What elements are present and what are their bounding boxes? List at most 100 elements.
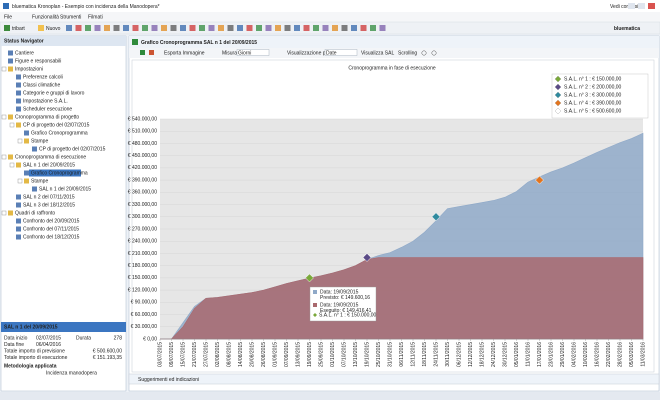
window-button[interactable] — [648, 3, 655, 9]
dropdown[interactable] — [236, 49, 270, 56]
brand-logo: bluematica — [614, 26, 640, 32]
tree-item[interactable]: Confronto del 07/11/2015 — [23, 226, 79, 232]
tree-item[interactable]: Quadri di raffronto — [15, 210, 55, 216]
toolbar-icon[interactable] — [294, 25, 300, 31]
legend-label: S.A.L. n° 3 : € 300.000,00 — [564, 92, 622, 98]
toolbar-icon[interactable] — [332, 25, 338, 31]
toolbar-icon[interactable] — [75, 25, 82, 31]
tree-item[interactable]: Categorie e gruppi di lavoro — [23, 90, 85, 96]
control-label[interactable]: Esporta Immagine — [164, 50, 205, 56]
tree-expander[interactable] — [1, 210, 7, 216]
toolbar-icon[interactable] — [151, 25, 158, 31]
toolbar-icon[interactable] — [104, 25, 110, 31]
menu-item[interactable]: Strumenti — [60, 14, 81, 20]
toolbar-icon[interactable] — [85, 25, 91, 31]
toolbar-icon[interactable] — [237, 25, 243, 31]
sal-marker[interactable] — [305, 273, 314, 283]
toolbar-icon[interactable] — [322, 25, 329, 31]
toolbar-icon[interactable] — [142, 25, 148, 31]
tree-item[interactable]: Cantiere — [15, 50, 34, 56]
tree-item[interactable]: Stampe — [31, 178, 48, 184]
legend-swatch — [554, 83, 562, 91]
toolbar-icon[interactable] — [94, 25, 101, 31]
tree-expander[interactable] — [1, 66, 7, 72]
dropdown[interactable] — [324, 49, 358, 56]
toolbar-icon[interactable] — [189, 25, 196, 31]
menu-item[interactable]: Funzionalità — [32, 14, 59, 20]
toolbar-icon[interactable] — [227, 25, 234, 31]
toolbar-icon[interactable] — [113, 25, 120, 31]
sal-marker[interactable] — [431, 212, 441, 222]
control-icon[interactable] — [140, 50, 145, 55]
toolbar-icon[interactable] — [313, 25, 319, 31]
tree-expander[interactable] — [9, 122, 15, 128]
zoom-button[interactable] — [431, 50, 437, 56]
toolbar-icon[interactable] — [170, 25, 177, 31]
toolbar-button[interactable]: Nuovo — [46, 26, 61, 32]
toolbar-icon[interactable] — [246, 25, 253, 31]
toolbar-icon[interactable] — [265, 25, 272, 31]
y-tick-label: € 540.000,00 — [128, 116, 157, 122]
tree-item[interactable]: SAL n 1 del 20/09/2015 — [39, 186, 91, 192]
control-label[interactable]: Visualizza SAL — [361, 50, 394, 56]
tree-item[interactable]: CP di progetto del 02/07/2015 — [23, 122, 90, 128]
toolbar-icon[interactable] — [161, 25, 167, 31]
tree-item[interactable]: Cronoprogramma di esecuzione — [15, 154, 86, 160]
toolbar-icon[interactable] — [303, 25, 310, 31]
tree-item[interactable]: Cronoprogramma di progetto — [15, 114, 79, 120]
toolbar-icon[interactable] — [199, 25, 205, 31]
tree-item[interactable]: SAL n 3 del 18/12/2015 — [23, 202, 75, 208]
tree-item[interactable]: Preferenze calcoli — [23, 74, 63, 80]
toolbar-icon[interactable] — [123, 25, 129, 31]
tree-item[interactable]: Classi climatiche — [23, 82, 60, 88]
tree-item[interactable]: Confronto del 20/09/2015 — [23, 218, 80, 224]
window-button[interactable] — [638, 3, 645, 9]
toolbar-icon[interactable] — [208, 25, 215, 31]
tree-item[interactable]: SAL n 1 del 20/09/2015 — [23, 162, 75, 168]
toolbar-icon[interactable] — [180, 25, 186, 31]
y-tick-label: € 0,00 — [143, 336, 157, 342]
info-label: Durata — [76, 335, 91, 341]
toolbar-button[interactable]: tribart — [12, 26, 25, 32]
tree-icon — [8, 114, 13, 120]
zoom-button[interactable] — [421, 50, 427, 56]
toolbar-icon[interactable] — [360, 25, 367, 31]
toolbar-icon[interactable] — [370, 25, 376, 31]
toolbar-icon[interactable] — [218, 25, 224, 31]
tree-expander[interactable] — [1, 154, 7, 160]
toolbar-icon[interactable] — [132, 25, 139, 31]
tree-item[interactable]: Grafico Cronoprogramma — [31, 130, 88, 136]
tree-expander[interactable] — [17, 138, 23, 144]
control-icon[interactable] — [149, 50, 154, 55]
toolbar-icon[interactable] — [284, 25, 291, 31]
toolbar-icon[interactable] — [379, 25, 386, 31]
tree-item[interactable]: Confronto del 18/12/2015 — [23, 234, 80, 240]
menu-item[interactable]: File — [4, 14, 12, 20]
toolbar-icon[interactable] — [275, 25, 281, 31]
tree-item[interactable]: CP di progetto del 02/07/2015 — [39, 146, 106, 152]
tree-item[interactable]: Impostazione S.A.L. — [23, 98, 68, 104]
tree-item[interactable]: SAL n 2 del 07/11/2015 — [23, 194, 75, 200]
tooltip-text: Data: 19/09/2015 — [320, 302, 359, 308]
tree-item[interactable]: Stampe — [31, 138, 48, 144]
control-label[interactable]: Scrolling — [398, 50, 417, 56]
tree-item[interactable]: Impostazioni — [15, 66, 43, 72]
help-link[interactable]: Vedi come si fa — [610, 4, 644, 10]
tree-item[interactable]: Figure e responsabili — [15, 58, 61, 64]
info-value: 02/07/2015 — [36, 335, 61, 341]
tree-expander[interactable] — [17, 178, 23, 184]
tree-expander[interactable] — [1, 114, 7, 120]
window-button[interactable] — [628, 3, 635, 9]
sal-marker[interactable] — [362, 253, 372, 262]
toolbar-icon[interactable] — [341, 25, 348, 31]
toolbar-icon[interactable] — [256, 25, 262, 31]
sal-marker[interactable] — [535, 175, 544, 185]
info-label: Totale importo di esecuzione — [4, 355, 68, 361]
tree-item[interactable]: Scheduler esecuzione — [23, 106, 72, 112]
tree-item[interactable]: Grafico Cronoprogramma — [31, 170, 88, 176]
menu-item[interactable]: Filmati — [88, 14, 103, 20]
toolbar-icon[interactable] — [66, 25, 72, 31]
tree-expander[interactable] — [9, 162, 15, 168]
x-tick-label: 06/12/2015 — [456, 342, 462, 367]
toolbar-icon[interactable] — [351, 25, 357, 31]
